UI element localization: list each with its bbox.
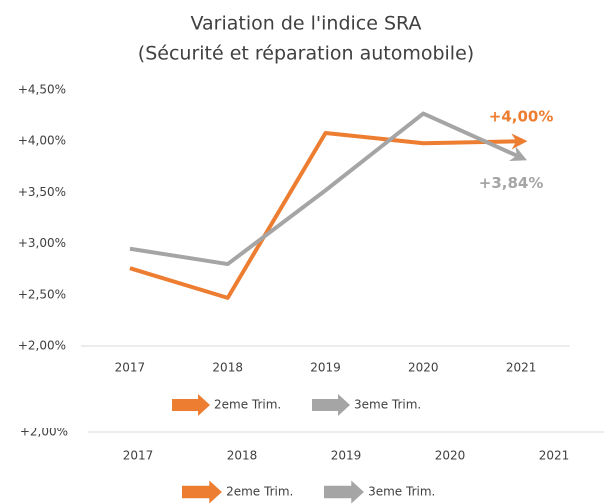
ghost-x-label: 2017 <box>123 449 154 463</box>
ghost-cut <box>0 418 90 428</box>
y-tick-label: +4,00% <box>18 134 66 148</box>
legend-label: 2eme Trim. <box>226 485 293 499</box>
y-tick-label: +3,00% <box>18 236 66 250</box>
x-tick-label: 2018 <box>212 361 243 375</box>
series-line <box>129 111 527 267</box>
x-tick-label: 2019 <box>310 361 341 375</box>
y-tick-label: +2,00% <box>18 339 66 353</box>
legend-swatch <box>312 394 350 416</box>
chart-title: Variation de l'indice SRA <box>191 13 422 35</box>
ghost-x-label: 2021 <box>539 449 570 463</box>
ghost-x-label: 2020 <box>435 449 466 463</box>
legend-swatch <box>182 480 222 504</box>
x-tick-label: 2021 <box>506 361 537 375</box>
legend-label: 3eme Trim. <box>368 485 435 499</box>
legend-label: 3eme Trim. <box>354 398 421 412</box>
y-tick-label: +2,50% <box>18 287 66 301</box>
ghost-x-label: 2018 <box>227 449 258 463</box>
data-label: +4,00% <box>489 108 554 126</box>
y-tick-label: +4,50% <box>18 83 66 97</box>
series-line <box>129 131 528 300</box>
legend-swatch <box>324 480 364 504</box>
y-tick-label: +3,50% <box>18 185 66 199</box>
legend-swatch <box>172 394 210 416</box>
x-tick-label: 2017 <box>115 361 146 375</box>
data-label: +3,84% <box>479 174 544 192</box>
x-tick-label: 2020 <box>408 361 439 375</box>
ghost-x-label: 2019 <box>331 449 362 463</box>
chart-subtitle: (Sécurité et réparation automobile) <box>138 43 474 65</box>
legend-label: 2eme Trim. <box>214 398 281 412</box>
